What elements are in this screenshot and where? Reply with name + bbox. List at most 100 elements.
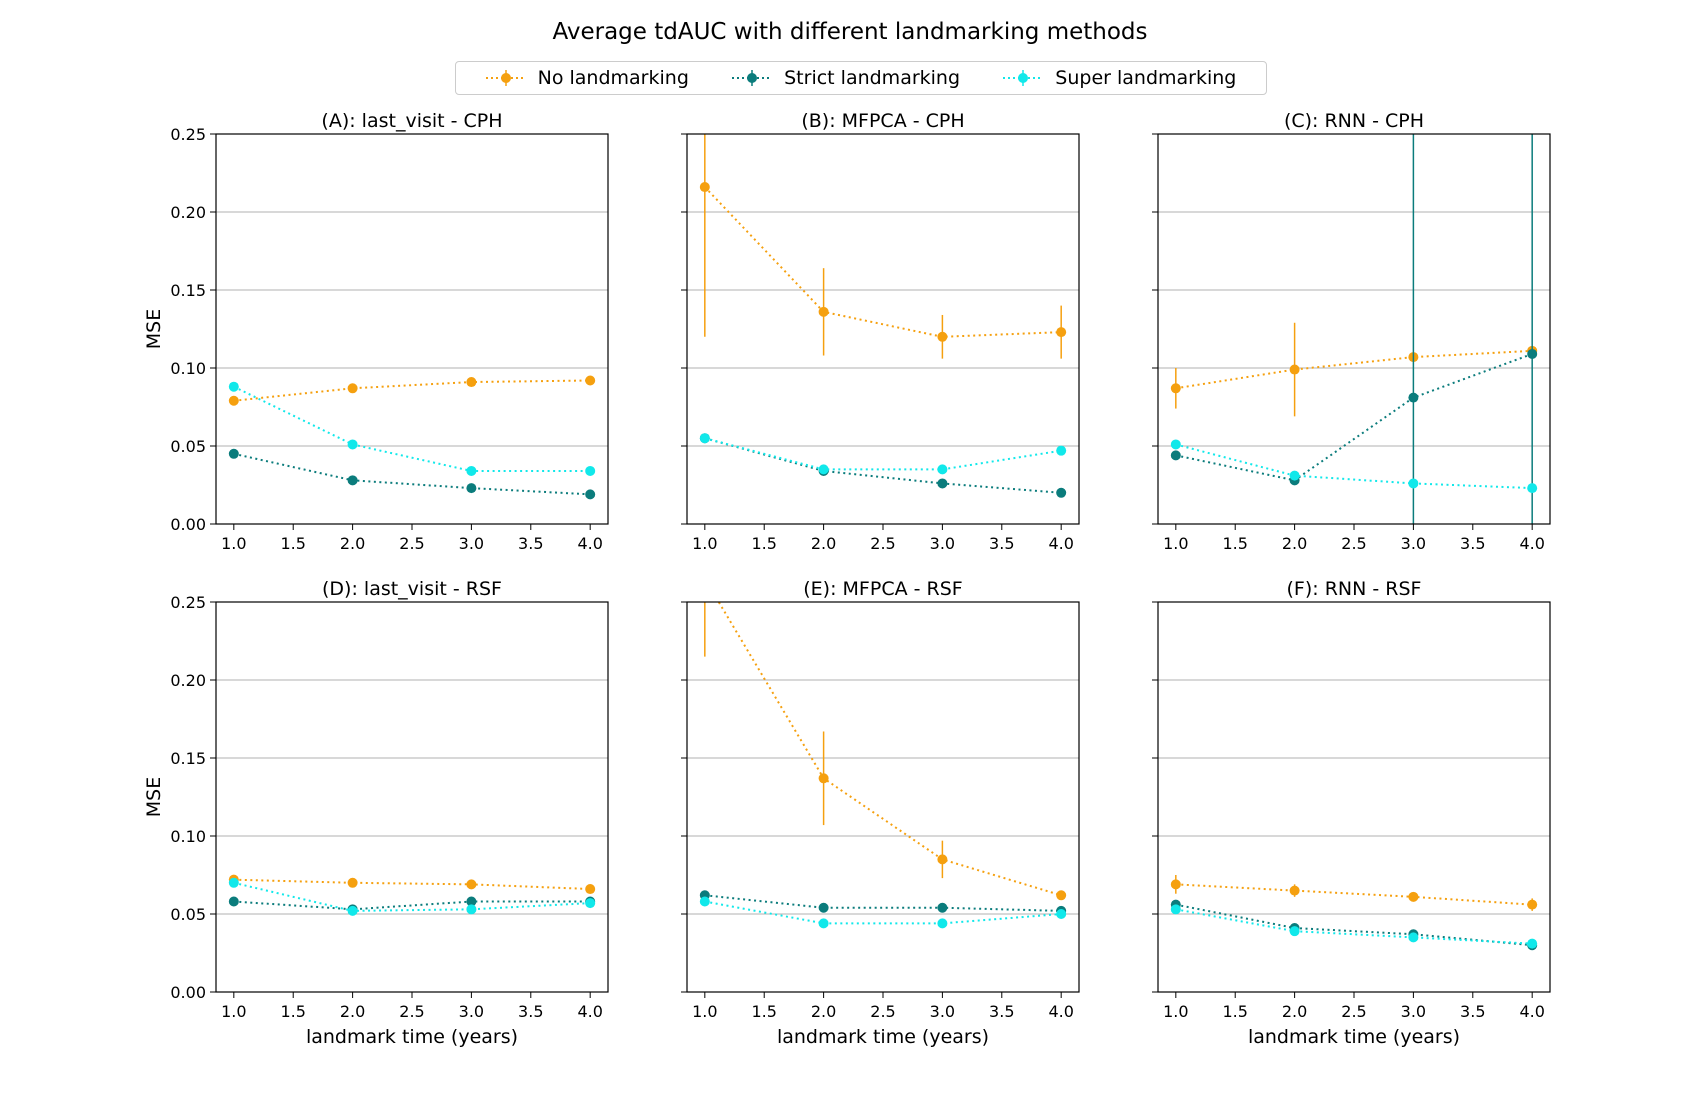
y-axis-label: MSE	[143, 777, 165, 817]
data-point	[1170, 904, 1181, 915]
x-tick-label: 1.5	[751, 1002, 776, 1021]
data-point	[1408, 932, 1419, 943]
data-point	[228, 877, 239, 888]
series-line	[1175, 883, 1533, 906]
data-point	[466, 483, 477, 494]
data-point	[466, 904, 477, 915]
y-axis-label: MSE	[143, 309, 165, 349]
series-line	[704, 186, 1062, 338]
data-point	[1170, 439, 1181, 450]
series-group	[699, 574, 1067, 929]
data-point	[466, 896, 477, 907]
data-point	[1527, 483, 1538, 494]
data-point	[1289, 885, 1300, 896]
legend-label-no-landmarking: No landmarking	[537, 67, 689, 89]
legend-item-strict-landmarking: Strict landmarking	[732, 67, 960, 89]
series-group	[228, 375, 596, 500]
x-tick-label: 2.5	[870, 1002, 895, 1021]
x-tick-label: 2.0	[340, 1002, 365, 1021]
x-tick-label: 2.0	[340, 534, 365, 553]
legend-label-strict-landmarking: Strict landmarking	[784, 67, 961, 89]
y-tick-label: 0.00	[170, 515, 206, 534]
series-line	[233, 881, 591, 912]
subplot-1: 0.00 0.05 0.10 0.15 0.20 0.25 1.0 1.5 2.0 2.5 3.0 3…	[143, 110, 609, 553]
data-point	[347, 905, 358, 916]
data-point	[585, 489, 596, 500]
x-tick-label: 1.5	[1222, 1002, 1247, 1021]
subplot-title: (D): last_visit - RSF	[322, 578, 502, 600]
y-tick-label: 0.05	[170, 437, 206, 456]
data-point	[1170, 879, 1181, 890]
series-line	[233, 385, 591, 472]
x-axis-label: landmark time (years)	[306, 1026, 518, 1048]
data-point	[1527, 938, 1538, 949]
x-tick-label: 1.0	[221, 534, 246, 553]
y-tick-label: 0.00	[170, 983, 206, 1002]
legend-marker-no-landmarking	[485, 70, 526, 86]
x-tick-label: 2.0	[811, 534, 836, 553]
x-tick-label: 1.5	[1222, 534, 1247, 553]
data-point	[700, 574, 710, 584]
x-tick-label: 4.0	[577, 534, 602, 553]
x-tick-label: 1.5	[280, 1002, 305, 1021]
y-tick-label: 0.25	[170, 593, 206, 612]
x-tick-label: 1.0	[221, 1002, 246, 1021]
data-point	[585, 465, 596, 476]
series-line	[717, 602, 1062, 897]
data-point	[228, 896, 239, 907]
data-point	[937, 478, 948, 489]
legend-marker-strict-landmarking	[732, 70, 773, 86]
data-point	[1527, 899, 1538, 910]
data-point	[1527, 348, 1538, 359]
x-tick-label: 3.5	[989, 1002, 1014, 1021]
axes-frame	[215, 133, 609, 525]
subplot-title: (E): MFPCA - RSF	[803, 578, 962, 600]
x-tick-label: 3.5	[518, 534, 543, 553]
data-point	[1056, 890, 1067, 901]
data-point	[1289, 926, 1300, 937]
legend-item-no-landmarking: No landmarking	[485, 67, 689, 89]
data-point	[818, 464, 829, 475]
data-point	[1056, 445, 1067, 456]
axes-frame	[1157, 133, 1551, 525]
data-point	[347, 383, 358, 394]
x-tick-label: 2.5	[1341, 534, 1366, 553]
x-axis-label: landmark time (years)	[777, 1026, 989, 1048]
subplot-title: (A): last_visit - CPH	[321, 110, 502, 132]
data-point	[937, 854, 948, 865]
y-tick-label: 0.15	[170, 749, 206, 768]
x-tick-label: 3.5	[518, 1002, 543, 1021]
data-point	[1408, 478, 1419, 489]
data-point	[1289, 364, 1300, 375]
x-axis-label: landmark time (years)	[1248, 1026, 1460, 1048]
data-point	[585, 884, 596, 895]
x-tick-label: 3.0	[459, 534, 484, 553]
data-point	[699, 182, 710, 193]
subplot-4: 0.00 0.05 0.10 0.15 0.20 0.25 1.0 1.5 2.0 2.5 3.0 3…	[143, 578, 609, 1048]
data-point	[699, 896, 710, 907]
data-point	[466, 465, 477, 476]
data-point	[818, 306, 829, 317]
data-point	[818, 918, 829, 929]
series-line	[1175, 903, 1533, 947]
series-line	[233, 452, 591, 496]
x-tick-label: 3.0	[1401, 1002, 1426, 1021]
x-tick-label: 2.0	[1282, 1002, 1307, 1021]
x-tick-label: 2.5	[399, 534, 424, 553]
series-group	[1170, 134, 1538, 524]
y-tick-label: 0.05	[170, 905, 206, 924]
data-point	[466, 377, 477, 388]
series-line	[1175, 349, 1533, 390]
x-tick-label: 2.0	[1282, 534, 1307, 553]
data-point	[1408, 392, 1419, 403]
data-point	[228, 395, 239, 406]
series-line	[704, 900, 1062, 925]
series-line	[704, 437, 1062, 471]
series-line	[233, 900, 591, 911]
x-tick-label: 1.0	[1163, 1002, 1188, 1021]
series-group	[228, 874, 596, 916]
x-tick-label: 4.0	[1048, 534, 1073, 553]
x-tick-label: 1.0	[692, 1002, 717, 1021]
